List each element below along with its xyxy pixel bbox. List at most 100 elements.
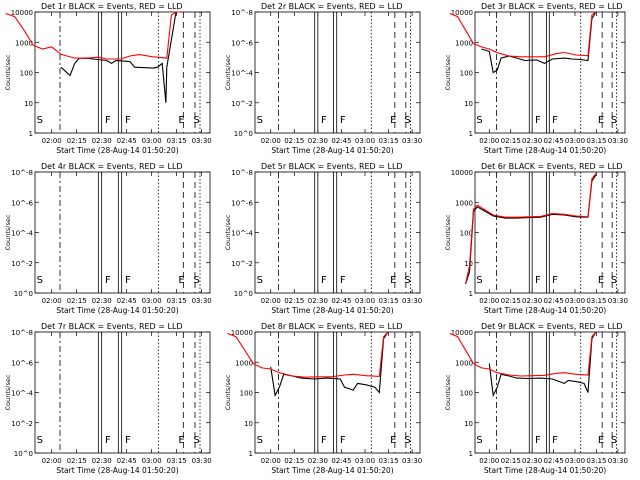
x-tick-label: 02:30: [308, 137, 328, 145]
y-tick-label: 1000: [455, 39, 473, 47]
y-tick-label: 10: [24, 100, 33, 108]
x-tick-label: 03:30: [192, 137, 212, 145]
x-tick-label: 03:15: [167, 457, 187, 465]
x-tick-label: 03:30: [402, 297, 422, 305]
y-tick-label: 10000: [231, 329, 253, 337]
x-tick-label: 02:30: [92, 297, 112, 305]
panel-title: Det 9r BLACK = Events, RED = LLD: [481, 322, 623, 331]
panel-6: Det 6r BLACK = Events, RED = LLD 1 10 100 10…: [444, 162, 628, 315]
y-tick-label: 10^0: [14, 450, 33, 458]
event-marker: S: [611, 115, 617, 126]
y-tick-label: 1: [469, 130, 473, 138]
event-marker: F: [105, 275, 111, 286]
event-marker: E: [178, 435, 184, 446]
y-tick-label: 10^0: [234, 290, 253, 298]
x-tick-label: 03:00: [565, 457, 585, 465]
x-axis-label: Start Time (28-Aug-14 01:50:20): [56, 146, 178, 155]
x-tick-label: 02:30: [92, 457, 112, 465]
x-tick-label: 02:00: [42, 457, 62, 465]
event-marker: E: [598, 275, 604, 286]
y-tick-label: 10^-6: [11, 359, 33, 367]
x-axis-label: Start Time (28-Aug-14 01:50:20): [484, 466, 606, 475]
y-axis-label: Counts/sec: [4, 214, 12, 250]
event-marker: E: [390, 275, 396, 286]
x-tick-label: 03:30: [608, 137, 628, 145]
y-tick-label: 10^-2: [231, 260, 253, 268]
panel-title: Det 1r BLACK = Events, RED = LLD: [41, 2, 183, 11]
events-series-line: [488, 331, 597, 398]
x-axis-label: Start Time (28-Aug-14 01:50:20): [484, 146, 606, 155]
events-series-line: [60, 11, 181, 103]
x-tick-label: 03:30: [608, 297, 628, 305]
y-tick-label: 1: [469, 450, 473, 458]
y-tick-label: 10^-8: [11, 329, 33, 337]
event-marker: S: [37, 115, 43, 126]
event-marker: E: [390, 435, 396, 446]
x-tick-label: 02:45: [331, 297, 351, 305]
x-tick-label: 03:15: [378, 137, 398, 145]
y-tick-label: 10: [464, 100, 473, 108]
x-tick-label: 03:00: [142, 457, 162, 465]
y-tick-label: 100: [240, 390, 253, 398]
y-tick-label: 10^-2: [11, 260, 33, 268]
x-tick-label: 03:30: [402, 137, 422, 145]
panel-1: Det 1r BLACK = Events, RED = LLD 1 10 100 10…: [4, 2, 212, 155]
y-tick-label: 10000: [451, 329, 473, 337]
y-tick-label: 10^0: [14, 290, 33, 298]
y-tick-label: 10: [464, 420, 473, 428]
event-marker: F: [105, 115, 111, 126]
x-tick-label: 02:15: [284, 457, 304, 465]
panel-title: Det 7r BLACK = Events, RED = LLD: [41, 322, 183, 331]
event-marker: S: [404, 275, 410, 286]
x-tick-label: 03:00: [355, 137, 375, 145]
x-tick-label: 02:30: [308, 457, 328, 465]
x-tick-label: 02:30: [522, 457, 542, 465]
x-axis-label: Start Time (28-Aug-14 01:50:20): [271, 306, 393, 315]
event-marker: E: [598, 115, 604, 126]
y-tick-label: 100: [460, 70, 473, 78]
y-axis-label: Counts/sec: [444, 214, 452, 250]
y-axis-label: Counts/sec: [224, 374, 232, 410]
y-tick-label: 10^-6: [231, 199, 253, 207]
event-marker: F: [340, 435, 346, 446]
y-axis-label: Counts/sec: [4, 374, 12, 410]
x-axis-label: Start Time (28-Aug-14 01:50:20): [56, 306, 178, 315]
x-tick-label: 02:30: [522, 137, 542, 145]
y-tick-label: 100: [460, 230, 473, 238]
event-marker: E: [178, 275, 184, 286]
event-marker: F: [535, 115, 541, 126]
event-marker: S: [193, 275, 199, 286]
y-tick-label: 10^-4: [231, 70, 253, 78]
x-tick-label: 03:15: [586, 137, 606, 145]
x-axis-label: Start Time (28-Aug-14 01:50:20): [271, 146, 393, 155]
panel-title: Det 3r BLACK = Events, RED = LLD: [481, 2, 623, 11]
panel-title: Det 2r BLACK = Events, RED = LLD: [261, 2, 403, 11]
panel-7: Det 7r BLACK = Events, RED = LLD 10^0 10^-…: [4, 322, 212, 475]
event-marker: E: [598, 435, 604, 446]
x-tick-label: 03:30: [608, 457, 628, 465]
event-marker: F: [535, 275, 541, 286]
y-tick-label: 10^-2: [11, 420, 33, 428]
event-marker: S: [257, 275, 263, 286]
panel-8: Det 8r BLACK = Events, RED = LLD 1 10 100 10…: [224, 322, 422, 475]
x-tick-label: 03:00: [565, 297, 585, 305]
lld-series-line: [449, 331, 597, 377]
event-marker: F: [535, 435, 541, 446]
panel-title: Det 6r BLACK = Events, RED = LLD: [481, 162, 623, 171]
x-tick-label: 03:30: [402, 457, 422, 465]
x-tick-label: 02:30: [522, 297, 542, 305]
panel-5: Det 5r BLACK = Events, RED = LLD 10^0 10^-…: [224, 162, 422, 315]
x-axis-label: Start Time (28-Aug-14 01:50:20): [56, 466, 178, 475]
panel-title: Det 5r BLACK = Events, RED = LLD: [261, 162, 403, 171]
y-tick-label: 10^-6: [231, 39, 253, 47]
event-marker: S: [37, 275, 43, 286]
x-tick-label: 03:00: [355, 457, 375, 465]
y-tick-label: 10^-4: [231, 230, 253, 238]
event-marker: S: [404, 115, 410, 126]
y-tick-label: 1: [249, 450, 253, 458]
event-marker: S: [611, 275, 617, 286]
event-marker: F: [105, 435, 111, 446]
event-marker: S: [476, 115, 482, 126]
event-marker: F: [552, 115, 558, 126]
